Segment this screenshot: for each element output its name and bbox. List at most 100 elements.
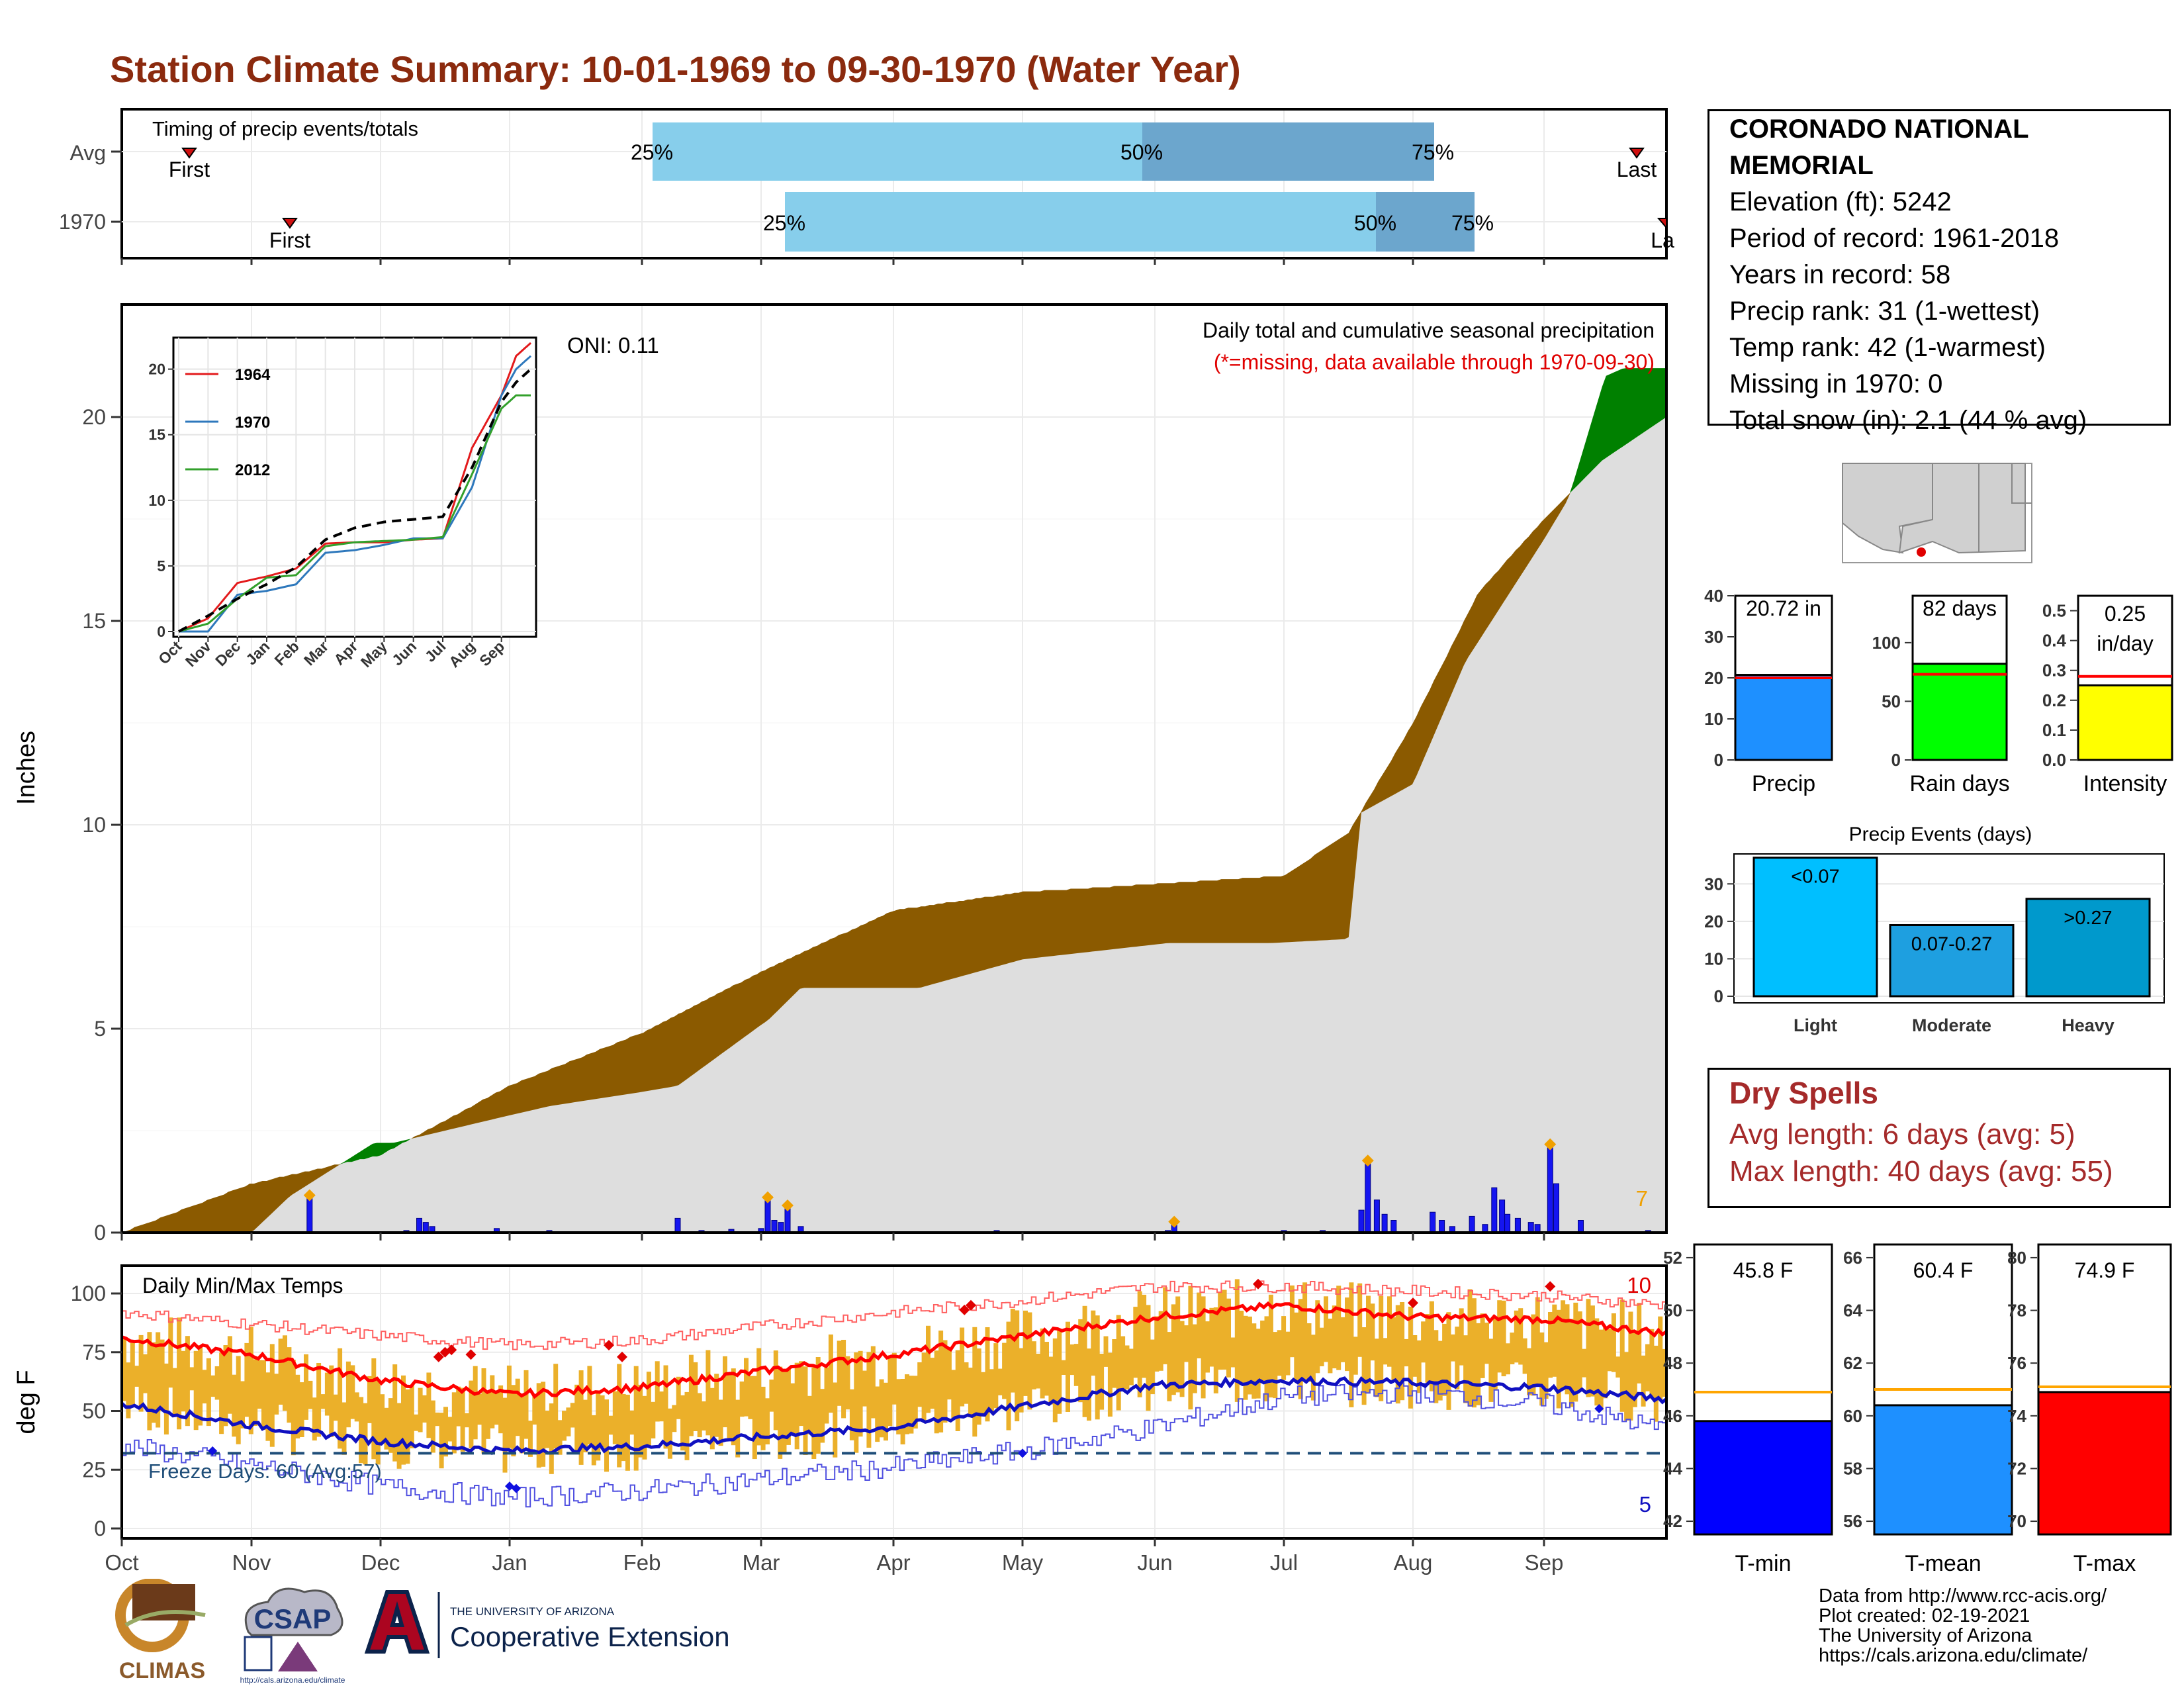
daily-temp-bar — [253, 1359, 258, 1426]
heavy-precip-marker — [782, 1199, 794, 1212]
avg-p50-label: 50% — [1120, 140, 1163, 164]
daily-precip-bar — [416, 1217, 422, 1233]
month-label: Jun — [1137, 1550, 1172, 1575]
record-high-marker — [604, 1340, 614, 1351]
daily-temp-bar — [989, 1369, 994, 1412]
daily-precip-bar — [1365, 1162, 1371, 1233]
mini-tick-label: 10 — [1704, 709, 1723, 729]
daily-temp-bar — [1069, 1344, 1075, 1376]
record-high-marker — [966, 1299, 976, 1311]
daily-temp-bar — [269, 1344, 275, 1447]
daily-temp-bar — [1357, 1283, 1363, 1357]
daily-temp-bar — [338, 1348, 343, 1449]
mini-tick-label: 52 — [1663, 1248, 1682, 1268]
mini-tick-label: 58 — [1843, 1458, 1862, 1478]
daily-temp-bar — [1442, 1323, 1447, 1396]
inset-line-1970 — [179, 355, 532, 633]
daily-temp-bar — [833, 1382, 838, 1458]
daily-precip-bar — [1504, 1213, 1511, 1233]
1970-p25-label: 25% — [763, 211, 805, 235]
daily-temp-bar — [1264, 1316, 1269, 1401]
daily-temp-bar — [1573, 1302, 1578, 1402]
daily-temp-bar — [820, 1389, 825, 1443]
dry-spells-box: Dry Spells Avg length: 6 days (avg: 5) M… — [1707, 1068, 2171, 1208]
hot-count: 10 — [1627, 1273, 1651, 1297]
events-title: Precip Events (days) — [1849, 823, 2032, 845]
ua-logo: THE UNIVERSITY OF ARIZONA Cooperative Ex… — [364, 1590, 730, 1658]
normal-cumulative-area — [122, 417, 1666, 1233]
first-label-1970: First — [269, 228, 310, 252]
events-bar-moderate — [1889, 924, 2015, 998]
daily-temp-bar — [1459, 1308, 1464, 1366]
daily-precip-bars — [306, 1147, 1651, 1233]
daily-temp-bar — [523, 1370, 529, 1439]
daily-precip-bar — [674, 1217, 681, 1233]
mini-tick-label: 0.3 — [2042, 661, 2066, 680]
daily-temp-bar — [363, 1403, 368, 1465]
mini-tick-label: 62 — [1843, 1353, 1862, 1373]
station-location-marker — [1917, 547, 1926, 557]
daily-temp-bar — [1128, 1348, 1134, 1385]
daily-temp-bar — [392, 1364, 398, 1462]
daily-temp-bar — [727, 1374, 732, 1438]
daily-temp-bar — [299, 1382, 304, 1437]
avg-p25-label: 25% — [631, 140, 673, 164]
tmin-chart: 42 44 46 48 50 52 45.8 F T-min — [1663, 1243, 1833, 1576]
daily-temp-bar — [875, 1386, 880, 1442]
daily-temp-bar — [214, 1366, 220, 1400]
daily-temp-bar — [1002, 1342, 1007, 1399]
mini-tick-label: 76 — [2007, 1353, 2026, 1373]
daily-precip-bar — [1381, 1213, 1388, 1233]
daily-temp-bar — [1163, 1287, 1168, 1364]
daily-precip-bar — [306, 1197, 313, 1233]
daily-temp-bar — [709, 1387, 715, 1450]
credits: Data from http://www.rcc-acis.org/ Plot … — [1819, 1586, 2107, 1665]
page-title: Station Climate Summary: 10-01-1969 to 0… — [110, 48, 1241, 90]
events-category-label: Moderate — [1912, 1015, 1991, 1035]
daily-temp-bar — [1324, 1296, 1328, 1362]
events-chart: Precip Events (days) 0 10 20 30 <0.07 Light 0.… — [1704, 823, 2165, 1035]
daily-temp-bar — [591, 1415, 596, 1466]
daily-temp-bar — [578, 1370, 584, 1465]
daily-temp-bar — [633, 1366, 639, 1471]
mini-value-label: in/day — [2097, 632, 2153, 655]
daily-temp-bar — [900, 1379, 905, 1444]
mini-tick-label: 0.5 — [2042, 601, 2066, 621]
daily-temp-bar — [1031, 1341, 1036, 1389]
inset-y-tick-label: 5 — [157, 557, 165, 575]
daily-temp-bar — [1518, 1308, 1524, 1365]
daily-temp-bar — [1590, 1305, 1595, 1397]
record-low-marker — [512, 1483, 521, 1493]
temp-ylabel: deg F — [13, 1370, 40, 1434]
ua-bottom-text: Cooperative Extension — [450, 1621, 730, 1652]
heavy-precip-marker — [1544, 1138, 1557, 1150]
month-label: Jan — [492, 1550, 527, 1575]
month-label: Feb — [623, 1550, 661, 1575]
mini-category-label: T-max — [2073, 1551, 2136, 1576]
daily-temp-bar — [651, 1401, 656, 1438]
daily-precip-bar — [1358, 1209, 1365, 1233]
daily-temp-bar — [1471, 1298, 1477, 1408]
daily-temp-bar — [1535, 1297, 1540, 1384]
daily-temp-bar — [612, 1391, 617, 1444]
climas-logo: CLIMAS — [115, 1579, 206, 1683]
mini-value-bar — [1734, 674, 1833, 761]
daily-temp-bar — [879, 1379, 884, 1438]
daily-temp-bar — [345, 1361, 351, 1428]
daily-temp-bar — [1598, 1329, 1604, 1411]
daily-temp-bar — [1015, 1310, 1020, 1422]
daily-temp-bar — [265, 1372, 271, 1441]
avg-max-line — [121, 1301, 1668, 1399]
daily-temp-bar — [917, 1362, 923, 1407]
month-label: Mar — [743, 1550, 780, 1575]
daily-temp-bar — [541, 1382, 546, 1467]
daily-temp-bar — [485, 1392, 490, 1439]
daily-temp-bar — [981, 1372, 986, 1416]
mini-value-label: 45.8 F — [1733, 1258, 1794, 1282]
events-bar-label: 0.07-0.27 — [1911, 934, 1993, 955]
daily-temp-bar — [122, 1338, 126, 1401]
daily-temp-bar — [765, 1398, 770, 1444]
daily-temp-bar — [1243, 1315, 1248, 1400]
daily-temp-bar — [1332, 1305, 1337, 1369]
